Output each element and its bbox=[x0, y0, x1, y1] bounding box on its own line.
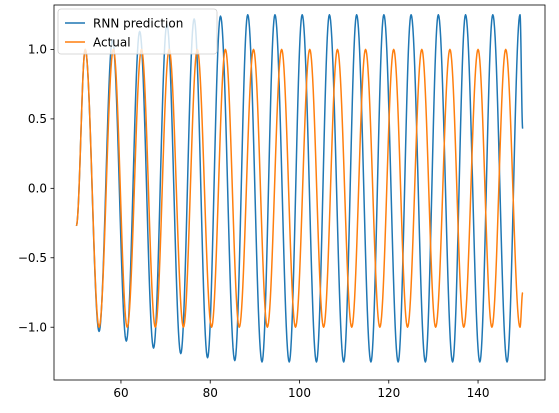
legend: RNN prediction Actual bbox=[57, 8, 218, 55]
y-axis: −1.0 −0.5 0.0 0.5 1.0 bbox=[18, 43, 54, 335]
x-tick-label: 80 bbox=[203, 386, 218, 400]
series-line-actual bbox=[75, 48, 524, 328]
legend-label: Actual bbox=[93, 35, 131, 49]
y-tick-label: −1.0 bbox=[18, 321, 47, 335]
plot-area bbox=[75, 13, 524, 363]
y-tick-label: 0.5 bbox=[28, 112, 47, 126]
x-tick-label: 100 bbox=[288, 386, 311, 400]
legend-box bbox=[57, 8, 218, 55]
x-tick-label: 120 bbox=[377, 386, 400, 400]
x-tick-label: 60 bbox=[113, 386, 128, 400]
series-line-rnn-prediction bbox=[75, 13, 524, 363]
y-tick-label: −0.5 bbox=[18, 251, 47, 265]
legend-label: RNN prediction bbox=[93, 16, 183, 30]
y-tick-label: 0.0 bbox=[28, 182, 47, 196]
x-axis: 60 80 100 120 140 bbox=[113, 380, 489, 400]
x-tick-label: 140 bbox=[467, 386, 490, 400]
axes-frame bbox=[53, 4, 546, 381]
y-tick-label: 1.0 bbox=[28, 43, 47, 57]
